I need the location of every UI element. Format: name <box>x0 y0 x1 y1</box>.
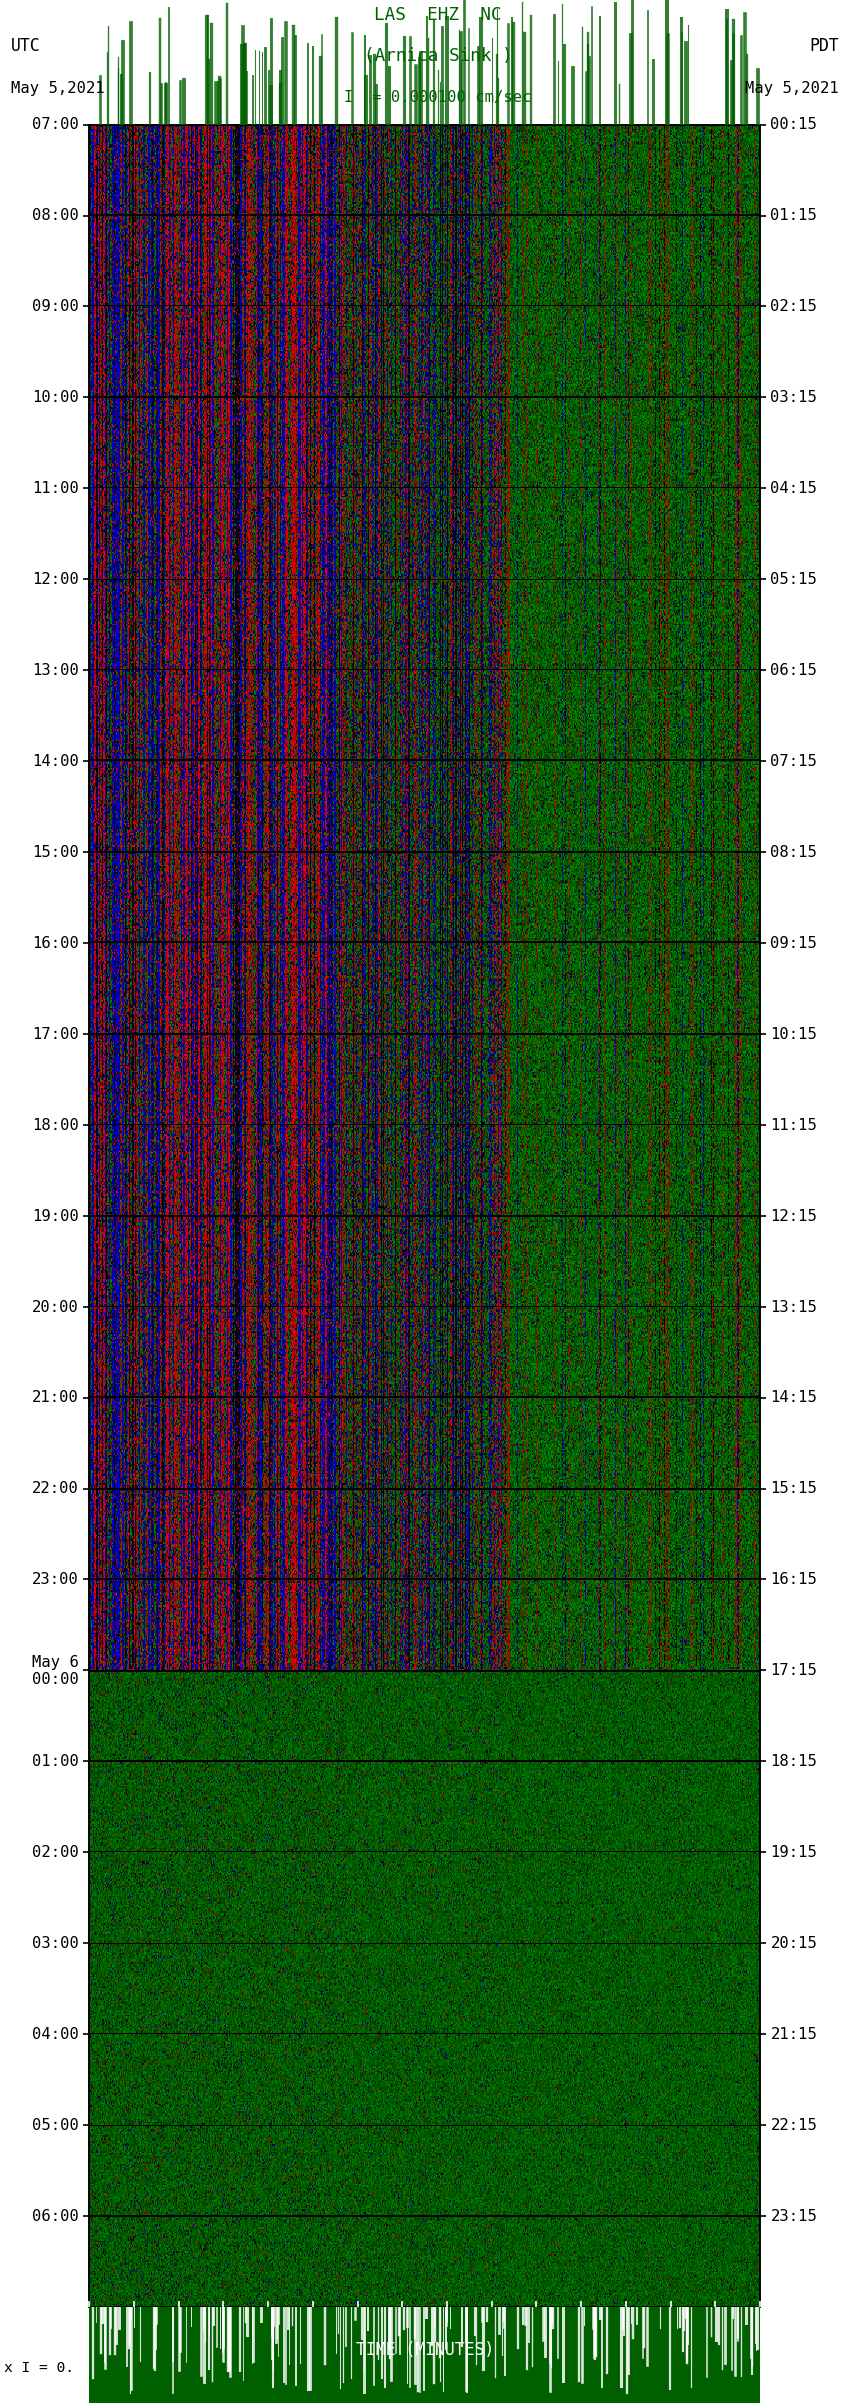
Text: May 5,2021: May 5,2021 <box>11 82 104 96</box>
Text: I  = 0.000100 cm/sec: I = 0.000100 cm/sec <box>344 89 531 106</box>
X-axis label: TIME (MINUTES): TIME (MINUTES) <box>356 2343 493 2362</box>
Text: (Arnica Sink ): (Arnica Sink ) <box>363 48 512 65</box>
Text: TIME (MINUTES): TIME (MINUTES) <box>356 2341 493 2360</box>
Text: PDT: PDT <box>809 38 838 55</box>
Text: May 5,2021: May 5,2021 <box>745 82 838 96</box>
Text: UTC: UTC <box>11 38 40 55</box>
Text: LAS  EHZ  NC: LAS EHZ NC <box>374 7 502 24</box>
Text: x I = 0.: x I = 0. <box>4 2360 74 2374</box>
